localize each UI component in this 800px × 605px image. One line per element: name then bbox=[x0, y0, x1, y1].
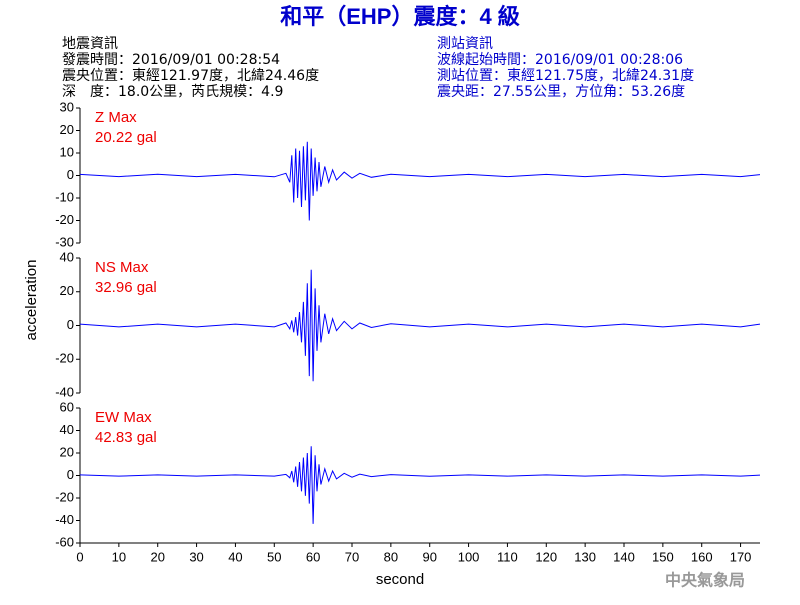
x-tick-label: 160 bbox=[691, 549, 713, 564]
y-tick-label: -20 bbox=[55, 212, 74, 227]
x-tick-label: 120 bbox=[535, 549, 557, 564]
y-tick-label: 20 bbox=[60, 283, 74, 298]
annotation: 42.83 gal bbox=[95, 429, 157, 446]
waveform bbox=[79, 446, 761, 524]
info-right: 波線起始時間：2016/09/01 00:28:06 bbox=[437, 52, 683, 68]
x-tick-label: 60 bbox=[306, 549, 320, 564]
y-tick-label: -40 bbox=[55, 384, 74, 399]
y-tick-label: -20 bbox=[55, 351, 74, 366]
info-left: 地震資訊 bbox=[62, 36, 118, 52]
x-tick-label: 10 bbox=[112, 549, 126, 564]
annotation: NS Max bbox=[95, 259, 149, 276]
x-tick-label: 170 bbox=[730, 549, 752, 564]
x-tick-label: 130 bbox=[574, 549, 596, 564]
y-tick-label: -20 bbox=[55, 489, 74, 504]
x-axis-label: second bbox=[376, 571, 424, 588]
y-tick-label: 20 bbox=[60, 122, 74, 137]
x-tick-label: 70 bbox=[345, 549, 359, 564]
waveform bbox=[79, 269, 761, 382]
y-tick-label: -10 bbox=[55, 189, 74, 204]
waveform bbox=[79, 141, 761, 221]
y-tick-label: 20 bbox=[60, 444, 74, 459]
x-tick-label: 80 bbox=[384, 549, 398, 564]
chart-title: 和平（EHP）震度：4 級 bbox=[280, 4, 520, 29]
x-tick-label: 50 bbox=[267, 549, 281, 564]
x-tick-label: 40 bbox=[228, 549, 242, 564]
x-tick-label: 20 bbox=[150, 549, 164, 564]
footer: 中央氣象局 bbox=[665, 571, 745, 590]
info-right: 測站資訊 bbox=[437, 36, 493, 52]
y-tick-label: 60 bbox=[60, 399, 74, 414]
y-tick-label: -40 bbox=[55, 512, 74, 527]
x-tick-label: 150 bbox=[652, 549, 674, 564]
info-left: 發震時間：2016/09/01 00:28:54 bbox=[62, 52, 280, 68]
y-axis-label: acceleration bbox=[23, 260, 40, 341]
y-tick-label: -30 bbox=[55, 234, 74, 249]
x-tick-label: 100 bbox=[458, 549, 480, 564]
annotation: Z Max bbox=[95, 109, 137, 126]
annotation: EW Max bbox=[95, 409, 152, 426]
info-left: 深 度：18.0公里，芮氏規模：4.9 bbox=[62, 83, 283, 100]
y-tick-label: 40 bbox=[60, 249, 74, 264]
y-tick-label: 10 bbox=[60, 144, 74, 159]
x-tick-label: 30 bbox=[189, 549, 203, 564]
annotation: 20.22 gal bbox=[95, 129, 157, 146]
y-tick-label: 40 bbox=[60, 422, 74, 437]
x-tick-label: 90 bbox=[422, 549, 436, 564]
y-tick-label: -60 bbox=[55, 534, 74, 549]
info-right: 震央距：27.55公里，方位角：53.26度 bbox=[437, 84, 685, 100]
y-tick-label: 0 bbox=[67, 167, 74, 182]
info-left: 震央位置：東經121.97度，北緯24.46度 bbox=[62, 68, 319, 84]
x-tick-label: 110 bbox=[497, 549, 518, 564]
y-tick-label: 0 bbox=[67, 317, 74, 332]
x-tick-label: 0 bbox=[76, 549, 83, 564]
annotation: 32.96 gal bbox=[95, 279, 157, 296]
y-tick-label: 0 bbox=[67, 467, 74, 482]
x-tick-label: 140 bbox=[613, 549, 635, 564]
info-right: 測站位置：東經121.75度，北緯24.31度 bbox=[437, 68, 694, 84]
y-tick-label: 30 bbox=[60, 99, 74, 114]
